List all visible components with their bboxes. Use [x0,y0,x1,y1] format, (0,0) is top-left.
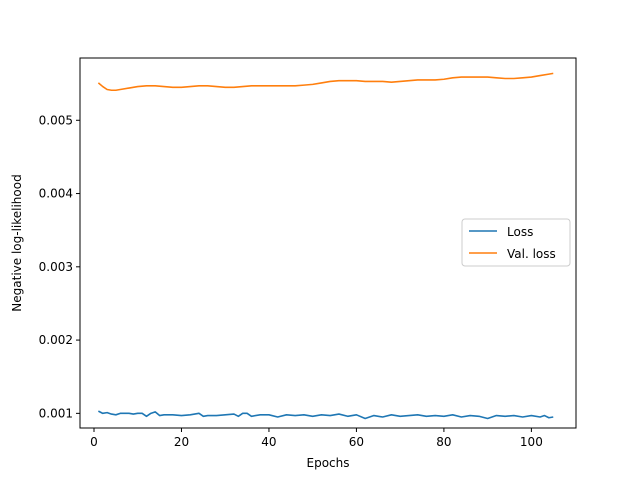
x-tick-label: 40 [261,435,276,449]
series-line-loss [98,410,554,420]
y-tick-label: 0.001 [39,406,73,420]
y-tick-label: 0.004 [39,187,73,201]
tick-layer: 0 20 40 60 80 100 0.001 0.002 0.003 0.004 0.005 [39,113,543,449]
legend-label-val-loss: Val. loss [507,247,556,261]
y-tick-label: 0.002 [39,333,73,347]
series-line-val-loss [97,72,554,92]
legend: Loss Val. loss [461,218,571,267]
legend-label-loss: Loss [507,225,533,239]
y-tick-label: 0.005 [39,113,73,127]
x-tick-label: 20 [174,435,189,449]
series-layer [97,72,554,420]
x-axis-title: Epochs [307,456,350,470]
x-tick-label: 60 [349,435,364,449]
y-tick-label: 0.003 [39,260,73,274]
x-tick-label: 80 [436,435,451,449]
y-axis-title: Negative log-likelihood [10,174,24,311]
x-tick-label: 0 [90,435,98,449]
plot-frame [79,57,577,429]
x-tick-label: 100 [520,435,543,449]
